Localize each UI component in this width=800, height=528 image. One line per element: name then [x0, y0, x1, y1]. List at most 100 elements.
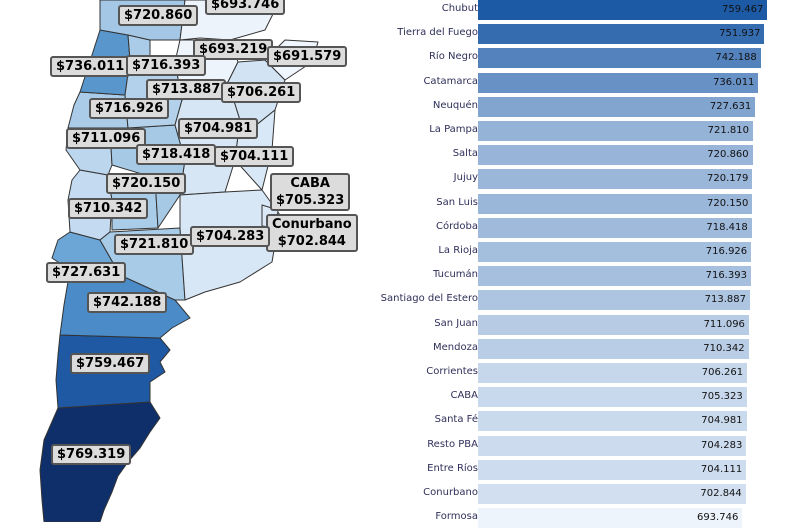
- map-value-label: $711.096: [66, 128, 147, 149]
- bar-category-label: CABA: [450, 390, 478, 402]
- bar-category-label: Neuquén: [432, 99, 478, 111]
- map-value-label: $727.631: [46, 262, 127, 283]
- bar-value-label: 711.096: [703, 318, 745, 330]
- bar-category-label: San Luis: [436, 196, 478, 208]
- bar: [478, 24, 765, 45]
- map-value-label: $691.579: [267, 46, 348, 67]
- bar-value-label: 718.418: [706, 221, 748, 233]
- bar: [478, 72, 759, 93]
- map-value-label: $742.188: [87, 292, 168, 313]
- bar-value-label: 720.150: [707, 197, 749, 209]
- bar-value-label: 710.342: [703, 342, 745, 354]
- map-label-value: $720.150: [112, 176, 181, 191]
- bar-category-label: Río Negro: [428, 51, 478, 63]
- map-label-value: $710.342: [74, 201, 143, 216]
- bar-category-label: Formosa: [435, 511, 478, 523]
- map-label-value: $736.011: [56, 59, 125, 74]
- map-label-value: $711.096: [72, 131, 141, 146]
- bar: [478, 96, 756, 117]
- map-label-value: $727.631: [52, 265, 121, 280]
- bar: [478, 48, 761, 69]
- bar-value-label: 742.188: [715, 52, 757, 64]
- bar-category-label: Tierra del Fuego: [397, 27, 478, 39]
- bar-category-label: Santa Fé: [434, 414, 478, 426]
- bar: [478, 459, 747, 480]
- map-label-title: CABA: [290, 176, 330, 191]
- map-label-value: $742.188: [93, 295, 162, 310]
- bar-category-label: Chubut: [441, 3, 478, 14]
- bar-value-label: 736.011: [713, 76, 755, 88]
- bar-category-label: Corrientes: [426, 366, 478, 377]
- bar-category-label: Entre Ríos: [427, 462, 478, 474]
- map-label-value: $704.283: [196, 229, 265, 244]
- map-label-value: $706.261: [227, 85, 296, 100]
- map-value-label: $720.860: [118, 5, 199, 26]
- bar-category-label: Jujuy: [453, 172, 478, 184]
- bar-category-label: La Pampa: [429, 124, 478, 135]
- bar-value-label: 693.746: [696, 512, 739, 524]
- map-value-label: $720.150: [106, 173, 187, 194]
- bar: [478, 145, 753, 166]
- map-value-label: $713.887: [146, 79, 227, 100]
- map-label-value: $720.860: [124, 8, 193, 23]
- map-label-value: $759.467: [76, 356, 145, 371]
- bar-value-label: 716.926: [705, 246, 748, 257]
- map-label-value: $718.418: [142, 147, 211, 162]
- bar-value-label: 716.393: [705, 270, 747, 282]
- map-label-value: $769.319: [57, 447, 126, 462]
- bar-value-label: 720.179: [707, 173, 749, 185]
- map-value-label: $706.261: [221, 82, 302, 103]
- bar: [478, 363, 748, 383]
- bar-value-label: 721.810: [707, 125, 750, 136]
- map-label-value: $704.981: [184, 121, 253, 136]
- map-value-label: $769.319: [51, 444, 132, 465]
- map-label-value: $693.746: [211, 0, 280, 12]
- bar-value-label: 704.283: [700, 439, 743, 451]
- bar: [478, 314, 749, 335]
- bar-category-label: San Juan: [434, 317, 478, 329]
- map-value-label: Conurbano $702.844: [266, 214, 358, 252]
- map-label-value: $713.887: [152, 82, 221, 97]
- bar-category-label: Catamarca: [423, 75, 478, 87]
- bar: [478, 290, 750, 311]
- map-value-label: $693.746: [205, 0, 286, 15]
- map-value-label: $759.467: [70, 353, 151, 374]
- bar: [478, 121, 754, 141]
- map-value-label: $710.342: [68, 198, 149, 219]
- bar-category-label: Salta: [452, 148, 478, 160]
- bar-category-label: Santiago del Estero: [380, 293, 478, 305]
- map-label-value: $716.926: [95, 101, 164, 116]
- bar: [478, 169, 753, 190]
- bar: [478, 484, 746, 504]
- map-value-label: $704.981: [178, 118, 259, 139]
- map-value-label: $716.926: [89, 98, 170, 119]
- bar: [478, 435, 747, 456]
- map-value-label: $736.011: [50, 56, 131, 77]
- bar: [478, 242, 752, 262]
- map-value-label: $716.393: [126, 55, 207, 76]
- bar-category-label: La Rioja: [438, 245, 478, 256]
- map-value-label: $704.111: [214, 146, 295, 167]
- map-value-label: CABA $705.323: [270, 173, 351, 211]
- bar-value-label: 705.323: [701, 391, 743, 403]
- bar-value-label: 704.111: [700, 463, 743, 475]
- bar-category-label: Mendoza: [433, 341, 478, 353]
- map-label-value: $702.844: [277, 234, 346, 249]
- bar: [478, 387, 747, 408]
- map-label-value: $691.579: [273, 49, 342, 64]
- bar: [478, 266, 751, 287]
- bar-value-label: 720.860: [707, 149, 749, 161]
- bar-value-label: 704.981: [701, 415, 743, 427]
- bar: [478, 0, 768, 20]
- bar: [478, 193, 753, 214]
- map-label-value: $721.810: [120, 237, 189, 252]
- bar-value-label: 706.261: [701, 367, 744, 378]
- map-label-title: Conurbano: [272, 217, 352, 232]
- map-label-value: $705.323: [276, 193, 345, 208]
- map-label-value: $716.393: [132, 58, 201, 73]
- map-label-value: $704.111: [220, 149, 289, 164]
- bar-category-label: Córdoba: [436, 220, 478, 232]
- bar: [478, 217, 752, 238]
- map-value-label: $693.219: [193, 39, 274, 60]
